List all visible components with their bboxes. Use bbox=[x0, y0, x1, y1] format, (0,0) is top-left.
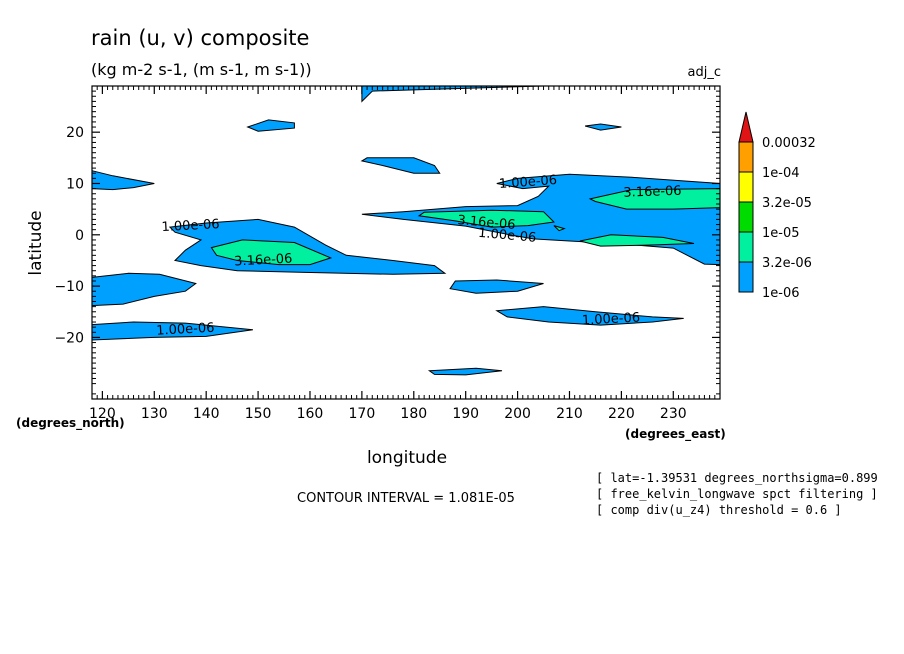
x-tick-label: 200 bbox=[504, 406, 531, 422]
plot-area: 1.00e-063.16e-061.00e-063.16e-061.00e-06… bbox=[54, 85, 721, 422]
contour-label: 1.00e-06 bbox=[161, 217, 220, 235]
x-tick-label: 210 bbox=[556, 406, 583, 422]
contour-region-level-1 bbox=[579, 234, 695, 247]
legend-label: 1e-05 bbox=[762, 226, 800, 241]
x-tick-label: 120 bbox=[89, 406, 116, 422]
y-axis-label: latitude bbox=[26, 210, 46, 275]
y-tick-label: 10 bbox=[66, 176, 84, 192]
legend-swatch bbox=[738, 231, 754, 263]
contour-label: 3.16e-06 bbox=[623, 184, 682, 201]
contour-label: 3.16e-06 bbox=[234, 251, 293, 269]
contour-region-level-0 bbox=[495, 306, 684, 326]
x-tick-label: 190 bbox=[452, 406, 479, 422]
legend-swatch bbox=[738, 261, 754, 293]
x-units: (degrees_east) bbox=[625, 427, 726, 442]
x-axis: 120 130 140 150 160 170 180 190 200 210 220 230 bbox=[89, 86, 687, 422]
contour-region-level-0 bbox=[91, 321, 253, 341]
x-tick-label: 180 bbox=[400, 406, 427, 422]
run-label: adj_c bbox=[688, 65, 721, 80]
contour-labels: 1.00e-063.16e-061.00e-063.16e-061.00e-06… bbox=[156, 173, 682, 339]
contour-region-level-0 bbox=[91, 272, 197, 307]
x-tick-label: 160 bbox=[297, 406, 324, 422]
contour-region-level-0 bbox=[427, 367, 503, 376]
contour-label: 1.00e-06 bbox=[156, 321, 215, 339]
x-tick-label: 230 bbox=[660, 406, 687, 422]
y-tick-label: 20 bbox=[66, 125, 84, 141]
contour-region-level-0 bbox=[246, 119, 295, 132]
color-legend: 1e-06 3.2e-06 1e-05 3.2e-05 1e-04 0.00032 bbox=[738, 111, 816, 301]
info-line-3: [ comp div(u_z4) threshold = 0.6 ] bbox=[596, 503, 842, 517]
minor-ticks bbox=[91, 85, 721, 400]
x-tick-label: 150 bbox=[245, 406, 272, 422]
legend-triangle bbox=[738, 111, 754, 143]
contour-label: 1.00e-06 bbox=[478, 226, 537, 246]
legend-label: 1e-04 bbox=[762, 166, 800, 181]
contour-label: 1.00e-06 bbox=[498, 173, 557, 192]
contour-region-level-0 bbox=[584, 123, 622, 131]
chart-title: rain (u, v) composite bbox=[91, 26, 309, 50]
x-tick-label: 130 bbox=[141, 406, 168, 422]
legend-label: 1e-06 bbox=[762, 286, 800, 301]
info-line-2: [ free_kelvin_longwave spct filtering ] bbox=[596, 487, 878, 501]
contour-label: 1.00e-06 bbox=[582, 310, 641, 328]
contour-fills bbox=[91, 85, 721, 376]
info-line-1: [ lat=-1.39531 degrees_northsigma=0.899 bbox=[596, 471, 878, 485]
chart-subtitle: (kg m-2 s-1, (m s-1, m s-1)) bbox=[91, 60, 312, 79]
legend-swatch bbox=[738, 141, 754, 173]
legend-label: 0.00032 bbox=[762, 136, 816, 151]
contour-label: 3.16e-06 bbox=[457, 213, 516, 233]
y-units: (degrees_north) bbox=[16, 416, 125, 431]
x-tick-label: 140 bbox=[193, 406, 220, 422]
legend-swatch bbox=[738, 201, 754, 233]
y-tick-label: 0 bbox=[75, 228, 84, 244]
legend-label: 3.2e-06 bbox=[762, 256, 812, 271]
contour-region-level-0 bbox=[360, 157, 441, 174]
y-tick-label: −10 bbox=[54, 279, 84, 295]
y-tick-label: −20 bbox=[54, 330, 84, 346]
contour-region-level-0 bbox=[449, 279, 544, 294]
plot-frame bbox=[91, 85, 721, 400]
contour-region-level-1 bbox=[553, 225, 566, 232]
contour-region-level-1 bbox=[210, 239, 333, 266]
contour-interval: CONTOUR INTERVAL = 1.081E-05 bbox=[297, 491, 515, 506]
contour-region-level-1 bbox=[588, 188, 721, 210]
x-tick-label: 170 bbox=[349, 406, 376, 422]
legend-label: 3.2e-05 bbox=[762, 196, 812, 211]
y-axis: 20 10 0 −10 −20 bbox=[54, 125, 720, 346]
contour-region-level-1 bbox=[417, 209, 555, 228]
x-axis-label: longitude bbox=[367, 448, 447, 468]
x-tick-label: 220 bbox=[608, 406, 635, 422]
legend-swatch bbox=[738, 171, 754, 203]
